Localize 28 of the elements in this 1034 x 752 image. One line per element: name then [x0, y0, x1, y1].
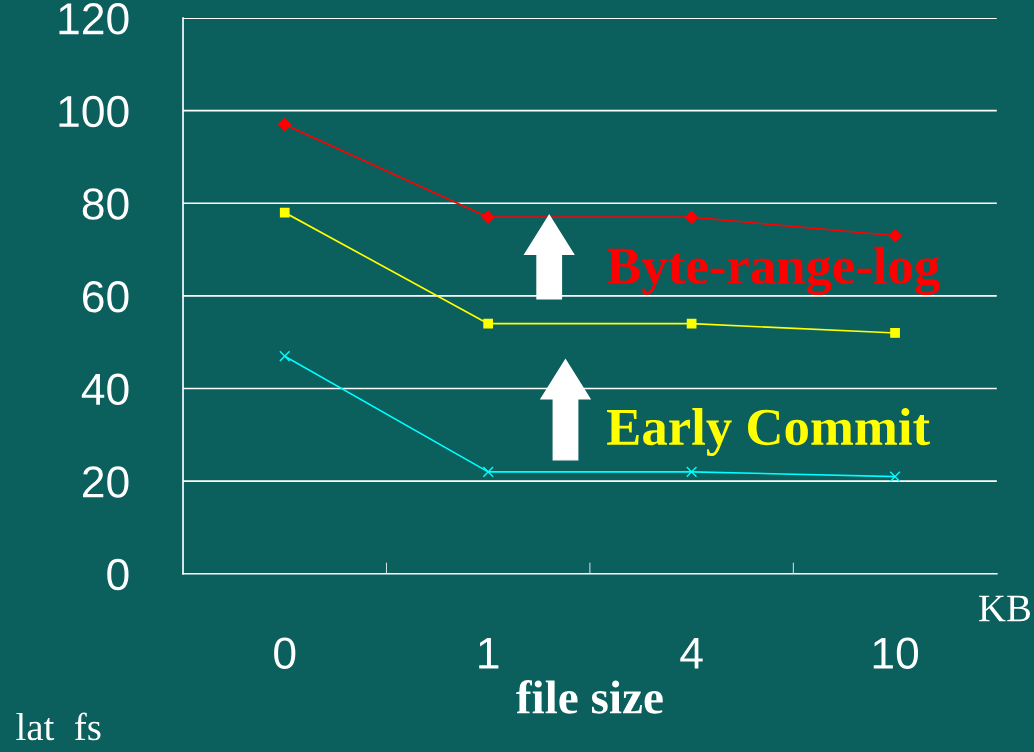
point: [890, 328, 900, 338]
y-tick-label: 60: [83, 280, 129, 313]
point: [279, 207, 290, 218]
x-tick-label: 4: [680, 637, 703, 669]
point: [278, 117, 292, 132]
point: [889, 470, 901, 483]
point: [685, 210, 699, 224]
y-tick-label: 40: [81, 373, 129, 406]
point: [482, 466, 494, 478]
y-tick-label: 0: [107, 558, 129, 591]
point: [279, 350, 291, 362]
y-tick-label: 120: [59, 3, 129, 35]
point: [481, 210, 495, 224]
x-tick-label: 1: [479, 637, 499, 669]
series-label: Early Commit: [607, 408, 930, 457]
y-tick-label: 100: [59, 95, 129, 128]
y-tick-label: 80: [82, 188, 129, 220]
text: KB: [979, 595, 1031, 622]
x-tick-label: 10: [873, 637, 919, 669]
point: [686, 466, 698, 478]
text: lat fs: [16, 712, 101, 741]
series-label: Byte-range-log: [607, 246, 940, 296]
x-axis-title: file size: [516, 680, 663, 714]
point: [888, 229, 902, 243]
point: [686, 318, 697, 329]
y-tick-label: 20: [83, 466, 129, 498]
point: [483, 318, 494, 329]
x-tick-label: 0: [274, 637, 296, 669]
